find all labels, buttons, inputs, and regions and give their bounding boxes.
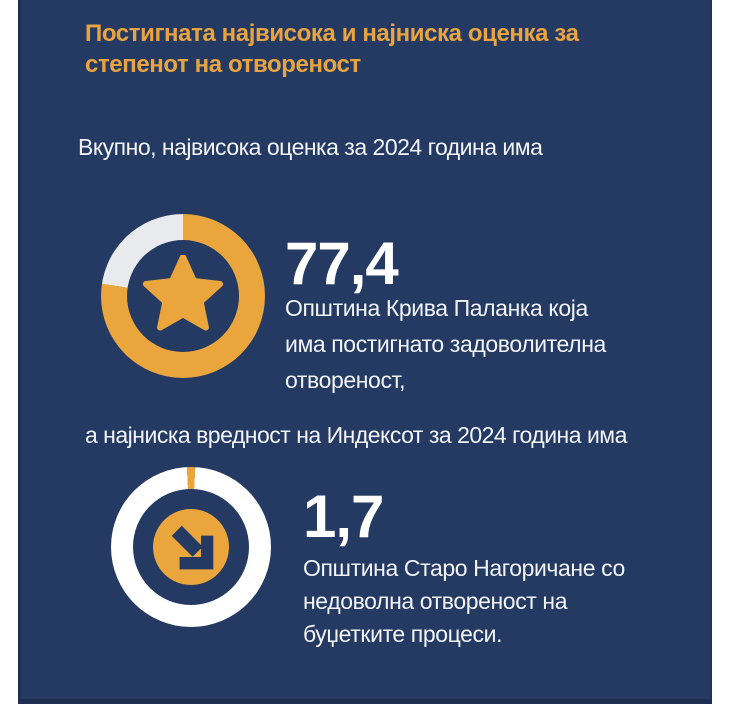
arrow-shaft <box>171 525 203 557</box>
highest-score-intro: Вкупно, највисока оценка за 2024 година … <box>78 134 543 160</box>
lowest-score-donut-chart <box>111 467 271 627</box>
highest-score-donut-chart <box>101 214 265 378</box>
panel-bottom-edge <box>18 699 712 704</box>
lowest-score-description: Општина Старо Нагоричане со недоволна от… <box>303 555 625 647</box>
arrow-head <box>179 535 214 570</box>
lowest-score-value: 1,7 <box>303 483 384 550</box>
highest-score-value: 77,4 <box>285 230 399 297</box>
lowest-score-intro: а најниска вредност на Индексот за 2024 … <box>85 422 627 448</box>
infographic-panel: Постигната највисока и најниска оценка з… <box>18 0 712 704</box>
star-icon <box>142 255 224 331</box>
star-shape <box>142 255 224 331</box>
donut-hole <box>133 489 249 605</box>
arrow-disk <box>153 509 229 585</box>
highest-score-description: Општина Крива Паланка која има постигнат… <box>285 295 606 393</box>
arrow-down-right-icon <box>171 525 214 570</box>
donut-hole <box>127 240 239 352</box>
infographic-title: Постигната највисока и најниска оценка з… <box>85 20 579 78</box>
